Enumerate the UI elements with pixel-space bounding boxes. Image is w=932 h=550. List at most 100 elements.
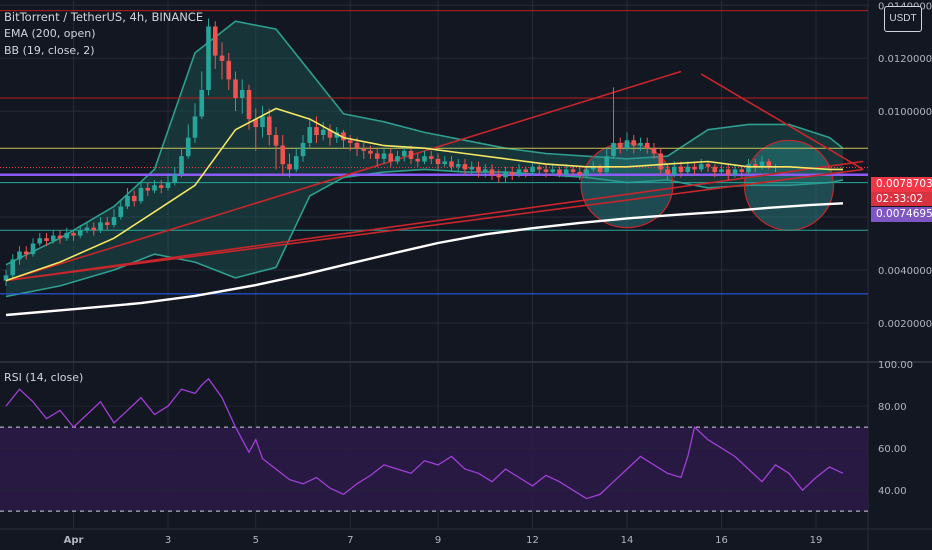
rsi-indicator-label[interactable]: RSI (14, close) [4,371,84,384]
candle-body [671,166,677,175]
candle-body [476,166,481,173]
candle-body [516,169,522,175]
candle-body [98,222,103,231]
candle-body [597,166,603,173]
candle-body [44,238,49,241]
last-price-tag: 0.0078703 [871,177,932,192]
candle-body [563,169,569,175]
candle-body [536,166,542,170]
candle-body [77,230,83,236]
candle-body [442,161,448,165]
candle-body [307,127,313,143]
candle-body [631,140,637,146]
candle-body [192,116,198,138]
candle-body [408,150,414,159]
candle-body [746,164,751,173]
candle-body [165,182,171,188]
bb-basis-line [5,107,843,282]
rsi-band [0,427,868,512]
candle-body [759,161,765,167]
rsi-tick-label: 100.00 [878,360,913,371]
candle-body [320,129,326,135]
time-tick-label: 3 [165,535,171,546]
candle-body [644,142,650,149]
price-tick-label: 0.0120000 [878,54,932,65]
rsi-tick-label: 80.00 [878,402,907,413]
candle-body [570,169,576,173]
symbol-title[interactable]: BitTorrent / TetherUS, 4h, BINANCE [4,10,204,24]
rsi-line [5,377,844,500]
candle-body [185,137,191,157]
candle-body [280,145,286,165]
candle-body [91,227,97,231]
ema-line [5,202,844,317]
candle-body [415,158,421,162]
candle-body [584,169,589,175]
candle-body [449,161,454,167]
candle-body [3,275,9,281]
candle-body [590,166,596,170]
candle-body [651,148,657,154]
time-tick-label: 16 [715,535,728,546]
candle-body [273,135,279,146]
time-tick-label: 9 [435,535,441,546]
candle-body [577,172,583,175]
candle-body [239,90,245,98]
candle-body [23,251,29,255]
candle-body [131,195,137,202]
candle-body [50,235,56,241]
level-price-tag: 0.0074695 [871,207,932,222]
candle-body [374,153,380,159]
candle-body [766,161,772,167]
candle-body [368,150,373,154]
candle-body [624,140,630,149]
candle-body [543,169,549,173]
candle-body [57,235,63,239]
candle-body [219,55,225,61]
candle-body [698,164,704,170]
candle-body [37,238,43,244]
candle-body [145,187,151,191]
rsi-tick-label: 40.00 [878,486,907,497]
candle-body [152,185,157,191]
trendline-2[interactable] [5,168,864,282]
candle-body [435,158,441,165]
candle-body [84,227,90,231]
candle-body [685,166,691,173]
candle-body [314,127,319,135]
candle-body [388,153,394,162]
candle-body [266,116,272,135]
trendline-4[interactable] [700,73,864,171]
candle-body [678,166,684,173]
ema-indicator-label[interactable]: EMA (200, open) [4,27,96,40]
candle-body [604,156,610,173]
candle-body [30,243,36,255]
candle-body [260,116,265,128]
candle-body [246,90,252,120]
candle-body [503,172,508,178]
candle-body [212,26,218,56]
candle-body [104,222,110,225]
highlight-circle-2[interactable] [743,139,835,231]
candle-body [206,26,211,90]
candle-body [462,164,468,170]
candle-body [469,166,475,170]
candle-body [10,259,16,276]
candle-body [125,195,130,207]
currency-button[interactable]: USDT [884,6,922,32]
candle-body [725,169,731,175]
candle-body [341,132,346,141]
candle-body [172,174,178,183]
time-tick-label: 7 [347,535,353,546]
candle-body [705,164,711,167]
candle-body [64,232,70,239]
time-tick-label: Apr [64,535,84,546]
trendline-1[interactable] [5,70,682,282]
candle-body [293,156,299,170]
candle-body [557,169,562,175]
trendline-3[interactable] [5,160,864,282]
candle-body [496,174,502,178]
candle-body [719,169,724,173]
bb-indicator-label[interactable]: BB (19, close, 2) [4,44,95,57]
